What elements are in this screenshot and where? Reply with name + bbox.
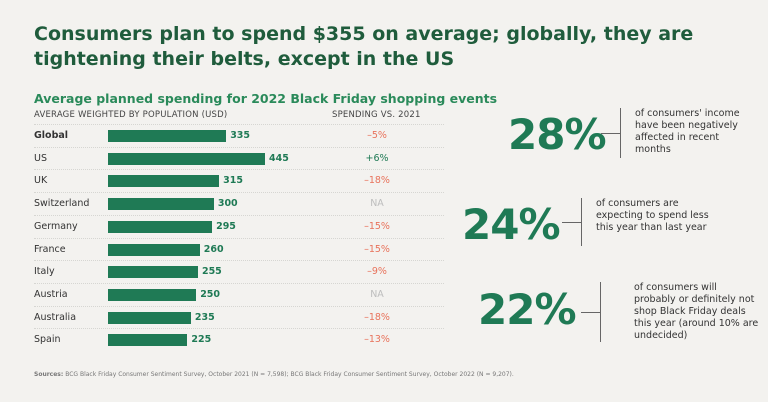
stat-text: of consumers are expecting to spend less… [596, 198, 709, 233]
category-label: Switzerland [34, 198, 90, 210]
bar [108, 175, 220, 188]
category-label: Global [34, 130, 69, 141]
x-axis-label: AVERAGE WEIGHTED BY POPULATION (USD) [34, 110, 228, 120]
bar [108, 198, 214, 211]
value-label: 295 [216, 220, 236, 232]
category-label: UK [34, 175, 48, 187]
category-label: Austria [34, 288, 68, 300]
stat-value: 24% [462, 200, 561, 249]
chart-row: Spain 225 –13% [34, 328, 444, 350]
chart-row: Germany 295 –15% [34, 214, 444, 237]
chart-row: UK 315 –18% [34, 169, 444, 191]
bar [108, 334, 188, 347]
bracket [601, 108, 632, 158]
bar [108, 288, 197, 301]
bar [108, 266, 198, 279]
category-label: Australia [34, 311, 77, 323]
change-label: –18% [364, 175, 390, 187]
page-title: Consumers plan to spend $355 on average;… [34, 23, 694, 70]
chart-row: US 445 +6% [34, 146, 444, 169]
bar [108, 130, 227, 142]
chart-row: Switzerland 300 NA [34, 192, 444, 214]
change-label: –5% [367, 130, 387, 141]
chart-row: Austria 250 NA [34, 282, 444, 305]
sources-text: BCG Black Friday Consumer Sentiment Surv… [65, 371, 514, 378]
chart-title: Average planned spending for 2022 Black … [34, 91, 498, 106]
value-label: 250 [200, 288, 221, 300]
stat-value: 28% [508, 110, 607, 159]
change-label: NA [370, 288, 384, 300]
value-label: 335 [230, 130, 251, 141]
chart-row: Global 335 –5% [34, 124, 444, 146]
sources: Sources: BCG Black Friday Consumer Senti… [34, 371, 514, 378]
value-label: 300 [217, 198, 238, 210]
change-label: NA [370, 198, 384, 210]
bar [108, 243, 200, 256]
stat-text: of consumers will probably or definitely… [634, 282, 759, 341]
value-label: 255 [201, 266, 222, 278]
change-label: –13% [364, 334, 390, 346]
change-label: –15% [364, 220, 390, 232]
value-label: 225 [191, 334, 212, 346]
change-header: SPENDING VS. 2021 [332, 110, 421, 120]
category-label: Germany [34, 220, 78, 232]
category-label: France [34, 243, 66, 255]
chart-row: France 260 –15% [34, 237, 444, 260]
value-label: 260 [203, 243, 224, 255]
change-label: +6% [365, 152, 389, 164]
chart-row: Australia 235 –18% [34, 305, 444, 328]
sources-label: Sources: [34, 371, 64, 378]
bar [108, 311, 191, 324]
change-label: –15% [364, 243, 390, 255]
chart-row: Italy 255 –9% [34, 260, 444, 282]
change-label: –18% [364, 311, 390, 323]
value-label: 445 [269, 152, 289, 164]
bar [108, 220, 213, 233]
category-label: Spain [34, 334, 61, 346]
bar [108, 152, 265, 165]
value-label: 235 [194, 311, 215, 323]
category-label: US [34, 152, 47, 164]
stat-text: of consumers' income have been negativel… [635, 108, 740, 155]
stat-value: 22% [478, 285, 577, 334]
value-label: 315 [223, 175, 243, 187]
bracket [562, 198, 593, 246]
category-label: Italy [34, 266, 55, 278]
bracket [581, 282, 612, 342]
change-label: –9% [367, 266, 387, 278]
